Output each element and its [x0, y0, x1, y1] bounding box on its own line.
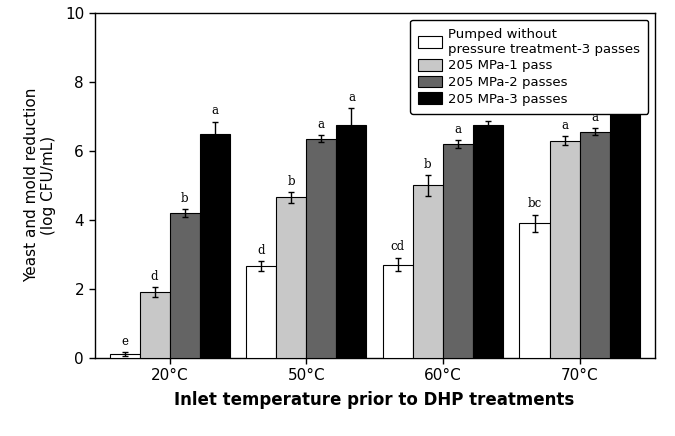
Text: e: e [121, 335, 128, 348]
Legend: Pumped without
pressure treatment-3 passes, 205 MPa-1 pass, 205 MPa-2 passes, 20: Pumped without pressure treatment-3 pass… [410, 20, 648, 114]
Bar [109, 354, 140, 358]
Text: a: a [561, 119, 568, 132]
Text: a: a [621, 89, 628, 102]
Text: a: a [591, 111, 598, 124]
Bar [580, 132, 610, 358]
Bar [520, 223, 549, 358]
Y-axis label: Yeast and mold reduction
(log CFU/mL): Yeast and mold reduction (log CFU/mL) [24, 88, 57, 283]
Text: a: a [318, 118, 325, 131]
Bar [200, 133, 230, 358]
Bar [336, 125, 367, 358]
Text: a: a [348, 91, 355, 104]
Text: cd: cd [391, 241, 405, 253]
X-axis label: Inlet temperature prior to DHP treatments: Inlet temperature prior to DHP treatment… [175, 391, 574, 409]
Text: a: a [211, 105, 218, 117]
Bar [140, 292, 169, 358]
Bar [473, 125, 503, 358]
Bar [413, 185, 443, 358]
Text: bc: bc [527, 198, 541, 211]
Bar [246, 266, 276, 358]
Bar [169, 213, 200, 358]
Text: b: b [181, 191, 188, 204]
Bar [549, 140, 580, 358]
Text: b: b [424, 158, 432, 171]
Bar [610, 111, 640, 358]
Bar [276, 198, 306, 358]
Text: d: d [257, 244, 265, 257]
Text: b: b [288, 175, 295, 188]
Text: a: a [454, 123, 462, 136]
Bar [383, 265, 413, 358]
Bar [306, 139, 336, 358]
Text: a: a [485, 104, 491, 117]
Text: d: d [151, 270, 159, 283]
Bar [443, 144, 473, 358]
